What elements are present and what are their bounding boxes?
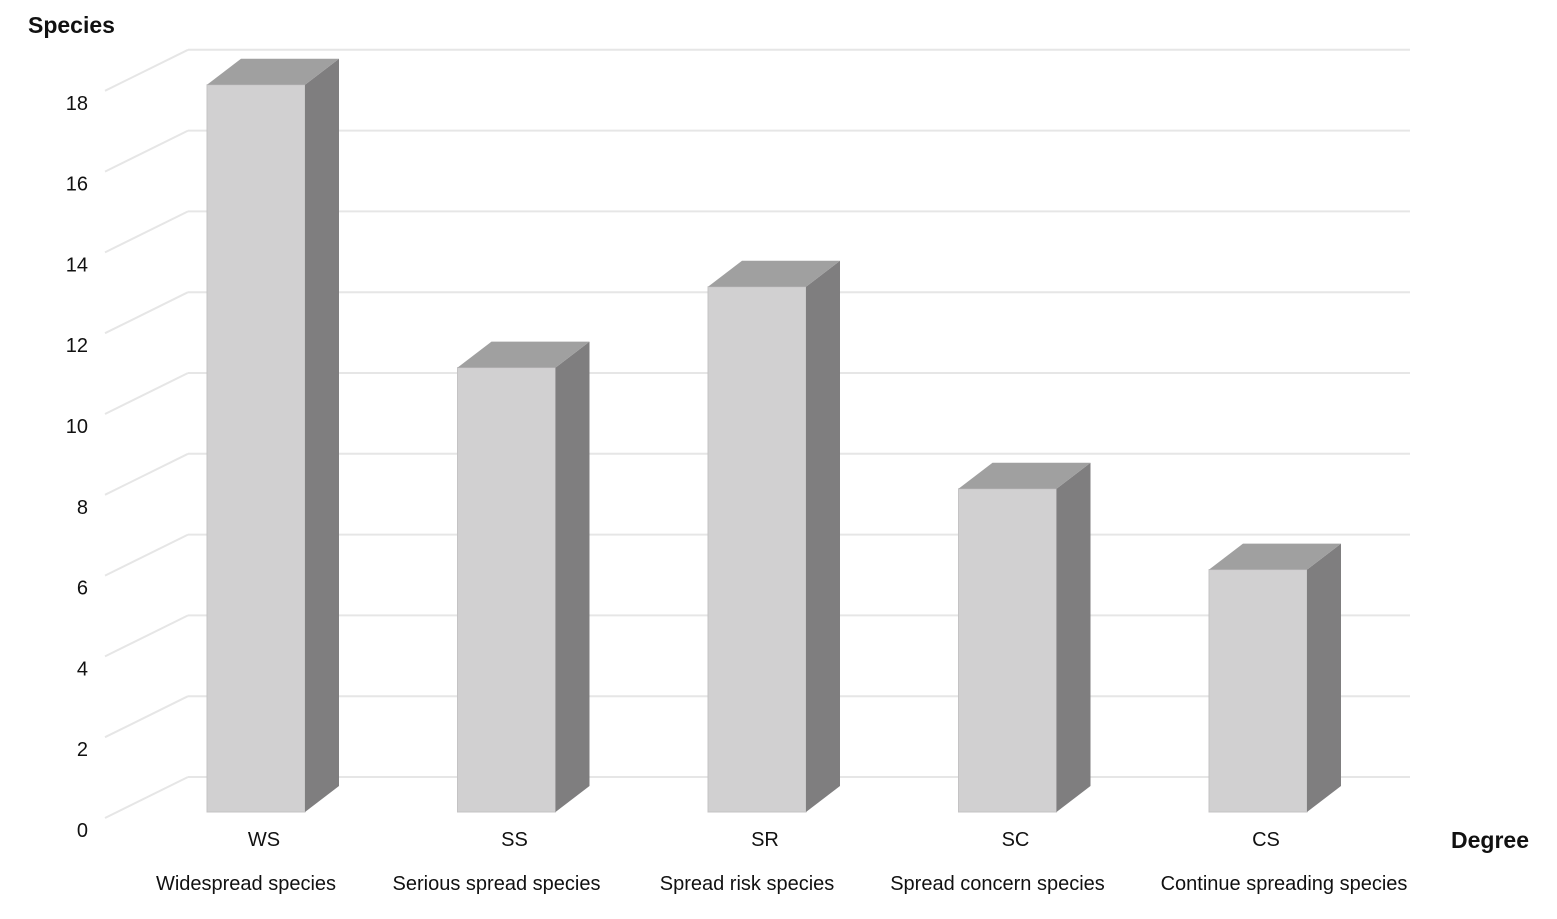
y-tick-label: 8 [77, 497, 88, 519]
bar-top-face [708, 260, 840, 287]
bar-front-face [206, 84, 306, 813]
category-description: Spread risk species [660, 873, 835, 895]
bar [707, 260, 840, 813]
x-tick-label: CS [1252, 829, 1280, 851]
x-tick-label: SC [1002, 829, 1030, 851]
y-tick-label: 0 [77, 820, 88, 842]
bar-top-face [207, 58, 339, 85]
bar-front-face [707, 286, 807, 813]
x-tick-label: WS [248, 829, 280, 851]
bars-layer [206, 58, 1341, 813]
bar-side-face [806, 260, 840, 812]
gridline-diagonal [104, 372, 189, 415]
bar-side-face [1307, 543, 1341, 812]
bar [457, 341, 590, 813]
y-tick-label: 10 [66, 416, 88, 438]
y-tick-label: 12 [66, 335, 88, 357]
gridline-diagonal [104, 776, 189, 819]
bar [1208, 543, 1341, 813]
gridline-diagonal [104, 533, 189, 577]
y-tick-label: 4 [77, 658, 88, 680]
y-tick-label: 18 [66, 93, 88, 115]
y-tick-label: 2 [77, 739, 88, 761]
gridline-diagonal [104, 129, 189, 173]
bar-side-face [555, 341, 590, 812]
bar [958, 462, 1091, 813]
bar-front-face [958, 488, 1057, 813]
bar-side-face [1056, 462, 1091, 812]
x-axis-title: Degree [1451, 827, 1529, 853]
x-tick-label: SR [751, 829, 779, 851]
bar [206, 58, 339, 813]
gridline-diagonal [104, 291, 189, 335]
bar-top-face [1209, 543, 1341, 570]
bar-side-face [305, 58, 339, 813]
bar-top-face [958, 462, 1091, 489]
bar-top-face [457, 341, 590, 368]
gridline-diagonal [104, 48, 189, 92]
labels-layer: Species Degree 0 2 4 6 8 10 12 14 16 18 WS Widespre… [28, 12, 1529, 895]
category-description: Widespread species [156, 873, 336, 895]
y-tick-label: 14 [66, 254, 88, 276]
y-tick-label: 6 [77, 578, 88, 600]
gridline-diagonal [104, 452, 189, 496]
category-description: Serious spread species [393, 873, 601, 895]
category-description: Continue spreading species [1161, 873, 1408, 895]
category-description: Spread concern species [890, 873, 1105, 895]
bar-front-face [1208, 569, 1308, 813]
x-tick-label: SS [501, 829, 528, 851]
y-tick-label: 16 [66, 174, 88, 196]
gridline-diagonal [104, 614, 189, 658]
gridline-diagonal [104, 210, 189, 254]
y-axis-title: Species [28, 12, 115, 38]
bar-front-face [457, 367, 556, 813]
gridline-diagonal [104, 695, 189, 739]
